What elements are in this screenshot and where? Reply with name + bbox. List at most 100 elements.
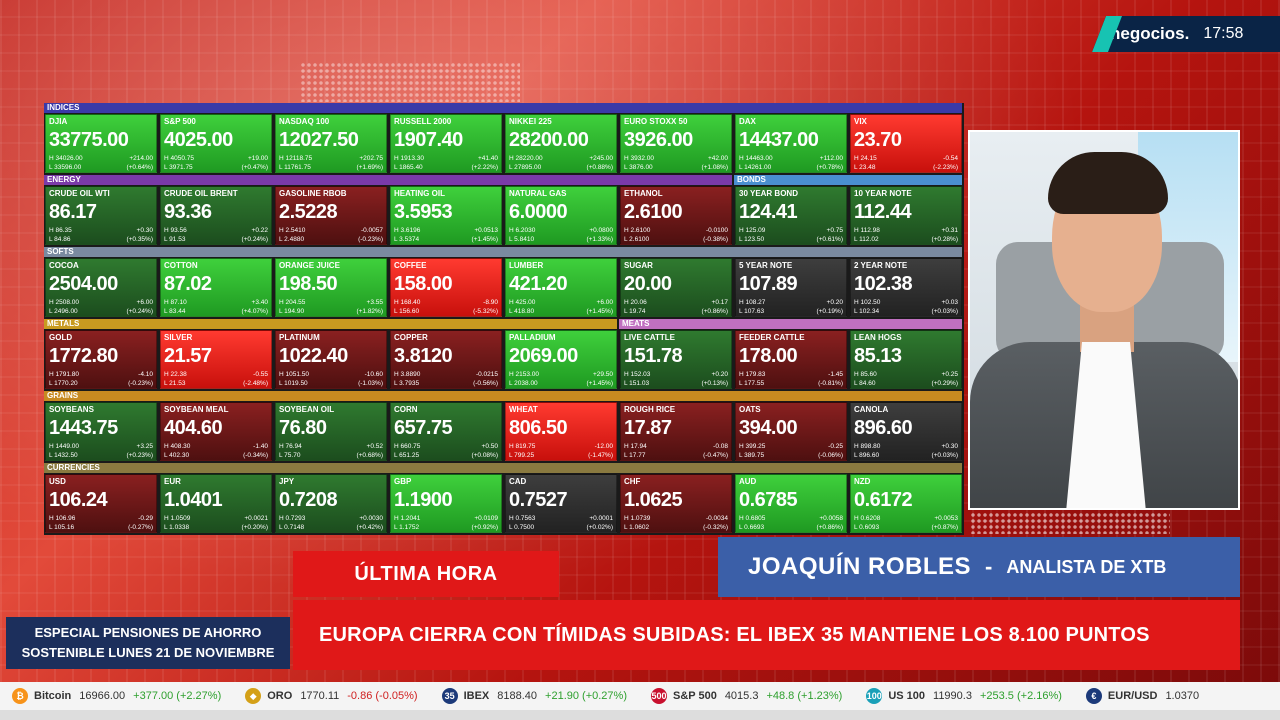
quote-change: -0.0215 [475, 371, 498, 378]
quote-tile: 2 YEAR NOTE 102.38 H 102.50 L 102.34 +0.03 (+… [850, 258, 962, 317]
quote-change: +6.00 [136, 299, 153, 306]
quote-change: +112.00 [819, 155, 843, 162]
ticker-item: ₿ Bitcoin 16966.00 +377.00 (+2.27%) [12, 688, 221, 704]
quote-low: L 1.0602 [624, 524, 650, 531]
eurusd-icon: € [1085, 688, 1102, 704]
guest-separator: - [985, 554, 993, 579]
quote-change: -4.10 [138, 371, 153, 378]
breaking-news-label: ÚLTIMA HORA [293, 551, 559, 597]
quote-price: 3.8120 [394, 345, 453, 367]
quote-low: L 21.53 [164, 380, 186, 387]
quote-change-pct: (+0.47%) [241, 164, 268, 171]
quote-low: L 151.03 [624, 380, 650, 387]
quote-name: HEATING OIL [394, 189, 445, 198]
quote-change: +202.75 [359, 155, 383, 162]
quote-change: +0.0800 [589, 227, 613, 234]
quote-price: 178.00 [739, 345, 798, 367]
quote-change-pct: (+0.13%) [701, 380, 728, 387]
quote-price: 896.60 [854, 417, 913, 439]
quote-price: 158.00 [394, 273, 453, 295]
headline-bar: EUROPA CIERRA CON TÍMIDAS SUBIDAS: EL IB… [293, 600, 1240, 670]
quote-price: 76.80 [279, 417, 327, 439]
quote-name: COTTON [164, 261, 198, 270]
quote-change: +0.0053 [934, 515, 958, 522]
quote-low: L 0.6093 [854, 524, 880, 531]
quote-low: L 102.34 [854, 308, 880, 315]
quote-change: +3.25 [136, 443, 153, 450]
quote-name: EURO STOXX 50 [624, 117, 688, 126]
quote-change-pct: (+0.64%) [126, 164, 153, 171]
quote-low: L 1019.50 [279, 380, 308, 387]
quote-high: H 1.2041 [394, 515, 421, 522]
quote-low: L 17.77 [624, 452, 646, 459]
section-currencies: CURRENCIES [44, 463, 962, 473]
quote-price: 112.44 [854, 201, 912, 223]
quote-price: 20.00 [624, 273, 672, 295]
quote-name: USD [49, 477, 66, 486]
quote-change-pct: (+4.07%) [241, 308, 268, 315]
quote-high: H 1449.00 [49, 443, 79, 450]
quote-high: H 1913.30 [394, 155, 424, 162]
background-dots-lower [970, 512, 1170, 534]
quote-change: +0.0058 [819, 515, 843, 522]
quote-high: H 898.80 [854, 443, 881, 450]
quote-change: +0.31 [941, 227, 958, 234]
quote-high: H 6.2030 [509, 227, 536, 234]
quote-high: H 179.83 [739, 371, 766, 378]
section-meats: MEATS [619, 319, 962, 329]
quote-low: L 3876.00 [624, 164, 653, 171]
quote-change: -0.25 [828, 443, 843, 450]
quote-low: L 2.6100 [624, 236, 650, 243]
quote-low: L 896.60 [854, 452, 880, 459]
quote-high: H 0.7293 [279, 515, 306, 522]
quote-high: H 112.98 [854, 227, 880, 234]
quote-change: +0.0030 [359, 515, 383, 522]
quote-low: L 11761.75 [279, 164, 311, 171]
quote-low: L 156.60 [394, 308, 420, 315]
quote-high: H 0.6805 [739, 515, 766, 522]
quote-tile: RUSSELL 2000 1907.40 H 1913.30 L 1865.40 +41… [390, 114, 502, 173]
quote-name: CAD [509, 477, 527, 486]
quote-name: WHEAT [509, 405, 538, 414]
channel-logo: negocios. 17:58 [1092, 16, 1280, 52]
presenter-video [968, 130, 1240, 510]
quote-change: +0.0021 [244, 515, 268, 522]
quote-tile: ORANGE JUICE 198.50 H 204.55 L 194.90 +3.55 (… [275, 258, 387, 317]
bitcoin-icon: ₿ [12, 688, 28, 704]
guest-role: ANALISTA DE XTB [1006, 556, 1167, 577]
quote-change-pct: (+0.61%) [816, 236, 843, 243]
quote-high: H 204.55 [279, 299, 306, 306]
quote-change: +0.17 [711, 299, 728, 306]
quote-change: -10.60 [364, 371, 383, 378]
special-program-box: ESPECIAL PENSIONES DE AHORRO SOSTENIBLE … [6, 617, 290, 669]
quote-price: 2504.00 [49, 273, 118, 295]
quote-name: CRUDE OIL WTI [49, 189, 110, 198]
section-indices: INDICES [44, 103, 962, 113]
quote-high: H 106.96 [49, 515, 76, 522]
channel-clock: 17:58 [1203, 25, 1244, 42]
quote-change-pct: (+0.35%) [126, 236, 153, 243]
quote-low: L 84.86 [49, 236, 71, 243]
quote-high: H 168.40 [394, 299, 421, 306]
quote-change-pct: (+0.23%) [126, 452, 153, 459]
quote-change: -0.54 [943, 155, 958, 162]
quote-price: 86.17 [49, 201, 97, 223]
quote-low: L 402.30 [164, 452, 190, 459]
quote-low: L 91.53 [164, 236, 186, 243]
quote-change: +0.30 [136, 227, 153, 234]
quote-change: +0.03 [941, 299, 958, 306]
quote-name: OATS [739, 405, 761, 414]
quote-tile: GOLD 1772.80 H 1791.80 L 1770.20 -4.10 (-0.23… [45, 330, 157, 389]
quote-price: 0.7527 [509, 489, 568, 511]
quote-change: -12.00 [594, 443, 613, 450]
market-ticker: ₿ Bitcoin 16966.00 +377.00 (+2.27%) ◆ ORO 1770… [0, 682, 1280, 710]
ticker-name: Bitcoin [34, 690, 72, 702]
quote-price: 102.38 [854, 273, 913, 295]
quote-low: L 5.8410 [509, 236, 535, 243]
quote-tile: COPPER 3.8120 H 3.8890 L 3.7935 -0.0215 (-0.5… [390, 330, 502, 389]
quote-change: +0.52 [366, 443, 383, 450]
quote-high: H 399.25 [739, 443, 766, 450]
quote-tile: CANOLA 896.60 H 898.80 L 896.60 +0.30 (+0.03%… [850, 402, 962, 461]
quote-low: L 194.90 [279, 308, 305, 315]
quote-high: H 408.30 [164, 443, 191, 450]
